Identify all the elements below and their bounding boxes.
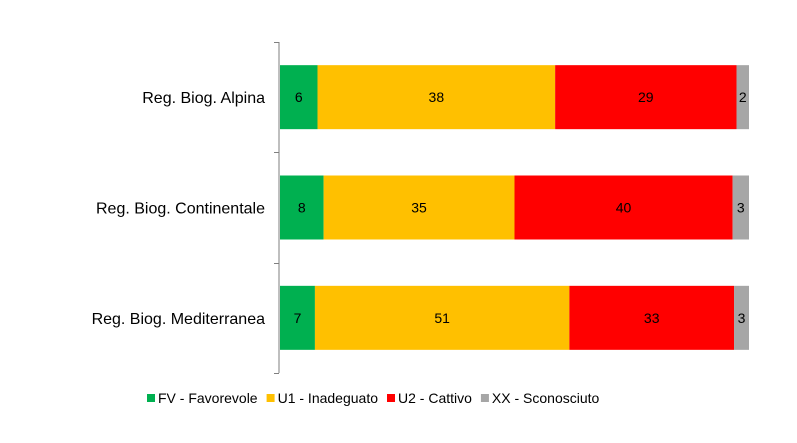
category-labels: Reg. Biog. Alpina Reg. Biog. Continentale… <box>92 90 266 328</box>
bar-segment <box>736 65 749 130</box>
data-label: 40 <box>616 200 632 216</box>
legend: FV - Favorevole U1 - Inadeguato U2 - Catti… <box>147 390 600 406</box>
data-label: 33 <box>644 310 660 326</box>
bar-segment <box>555 65 737 130</box>
category-axis-ticks <box>274 42 279 374</box>
data-label: 6 <box>295 89 303 105</box>
bar-segment <box>569 285 735 350</box>
legend-swatch <box>387 394 395 402</box>
legend-swatch <box>266 394 275 402</box>
data-label: 29 <box>638 89 654 105</box>
bar-segment <box>280 175 324 240</box>
legend-swatch <box>480 394 489 402</box>
legend-label: XX - Sconosciuto <box>492 390 600 406</box>
bar-segment <box>732 175 749 240</box>
bars-group: 6 38 29 28 35 40 37 51 33 3 <box>280 65 749 350</box>
data-label: 35 <box>411 200 427 216</box>
data-label: 3 <box>738 310 746 326</box>
bar-segment <box>280 65 318 130</box>
legend-label: U1 - Inadeguato <box>278 390 379 406</box>
legend-label: FV - Favorevole <box>158 390 258 406</box>
data-label: 51 <box>434 310 450 326</box>
bar-segment <box>314 285 570 350</box>
data-label: 3 <box>737 200 745 216</box>
category-label: Reg. Biog. Continentale <box>96 201 265 218</box>
bar-segment <box>734 285 749 350</box>
data-label: 2 <box>739 89 747 105</box>
legend-label: U2 - Cattivo <box>398 390 472 406</box>
bar-segment <box>317 65 556 130</box>
legend-swatch <box>147 394 155 402</box>
data-label: 8 <box>298 200 306 216</box>
category-label: Reg. Biog. Mediterranea <box>92 311 266 328</box>
bar-segment <box>514 175 733 240</box>
bar-segment <box>280 285 315 350</box>
bar-segment <box>323 175 515 240</box>
data-label: 38 <box>429 89 445 105</box>
data-label: 7 <box>294 310 302 326</box>
category-label: Reg. Biog. Alpina <box>142 90 265 107</box>
